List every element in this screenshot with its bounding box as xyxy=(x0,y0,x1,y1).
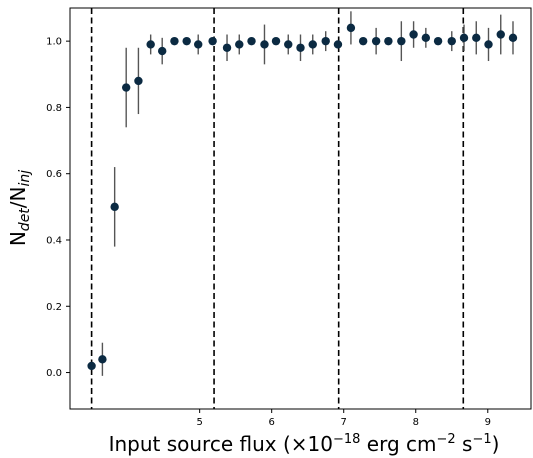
y-tick-label-1.0: 1.0 xyxy=(46,37,62,48)
data-point-11 xyxy=(208,36,217,46)
data-point-14 xyxy=(247,36,256,46)
y-tick-label-0.0: 0.0 xyxy=(46,368,62,379)
y-tick-label-0.4: 0.4 xyxy=(46,235,62,246)
data-point-22 xyxy=(346,23,356,33)
plot-frame xyxy=(69,7,532,410)
data-point-16 xyxy=(271,36,281,46)
data-point-20 xyxy=(321,36,330,46)
y-axis-label: Ndet/Ninj xyxy=(6,170,33,246)
x-tick-label-8: 8 xyxy=(413,417,419,428)
data-point-3 xyxy=(110,202,119,212)
data-point-12 xyxy=(222,43,232,52)
data-point-7 xyxy=(158,46,167,56)
data-point-6 xyxy=(146,40,155,49)
x-tick-label-9: 9 xyxy=(485,417,491,428)
data-point-28 xyxy=(421,33,431,43)
data-point-31 xyxy=(459,33,469,43)
data-point-8 xyxy=(170,36,179,46)
data-point-23 xyxy=(358,36,368,46)
data-point-27 xyxy=(409,30,418,39)
data-point-25 xyxy=(384,36,393,46)
data-point-24 xyxy=(371,36,381,46)
data-point-10 xyxy=(194,40,203,49)
y-tick-label-0.2: 0.2 xyxy=(46,302,62,313)
data-point-18 xyxy=(296,43,305,52)
data-point-2 xyxy=(98,355,107,364)
data-point-15 xyxy=(260,40,269,49)
data-point-26 xyxy=(397,36,406,46)
y-tick-label-0.6: 0.6 xyxy=(46,169,62,180)
data-point-5 xyxy=(134,76,143,86)
data-point-13 xyxy=(235,40,244,49)
y-tick-label-0.8: 0.8 xyxy=(46,103,62,114)
x-tick-label-5: 5 xyxy=(196,417,202,428)
data-point-33 xyxy=(484,40,493,49)
data-point-9 xyxy=(182,36,191,46)
x-axis-label: Input source flux (×10−18 erg cm−2 s−1) xyxy=(109,432,500,456)
data-point-35 xyxy=(508,33,518,43)
data-point-32 xyxy=(472,33,481,43)
x-axis-ticks: 5 6 7 8 9 xyxy=(196,409,491,428)
data-point-21 xyxy=(333,40,343,49)
data-point-19 xyxy=(308,40,317,49)
data-point-30 xyxy=(447,36,456,46)
data-point-1 xyxy=(87,361,96,371)
data-point-34 xyxy=(496,30,505,39)
x-tick-label-6: 6 xyxy=(269,417,275,428)
x-tick-label-7: 7 xyxy=(341,417,347,428)
chart-marks xyxy=(87,8,518,409)
data-point-4 xyxy=(121,83,131,92)
y-axis-ticks: 0.0 0.2 0.4 0.6 0.8 1.0 xyxy=(46,37,70,379)
data-point-17 xyxy=(284,40,293,49)
data-point-29 xyxy=(433,36,443,46)
